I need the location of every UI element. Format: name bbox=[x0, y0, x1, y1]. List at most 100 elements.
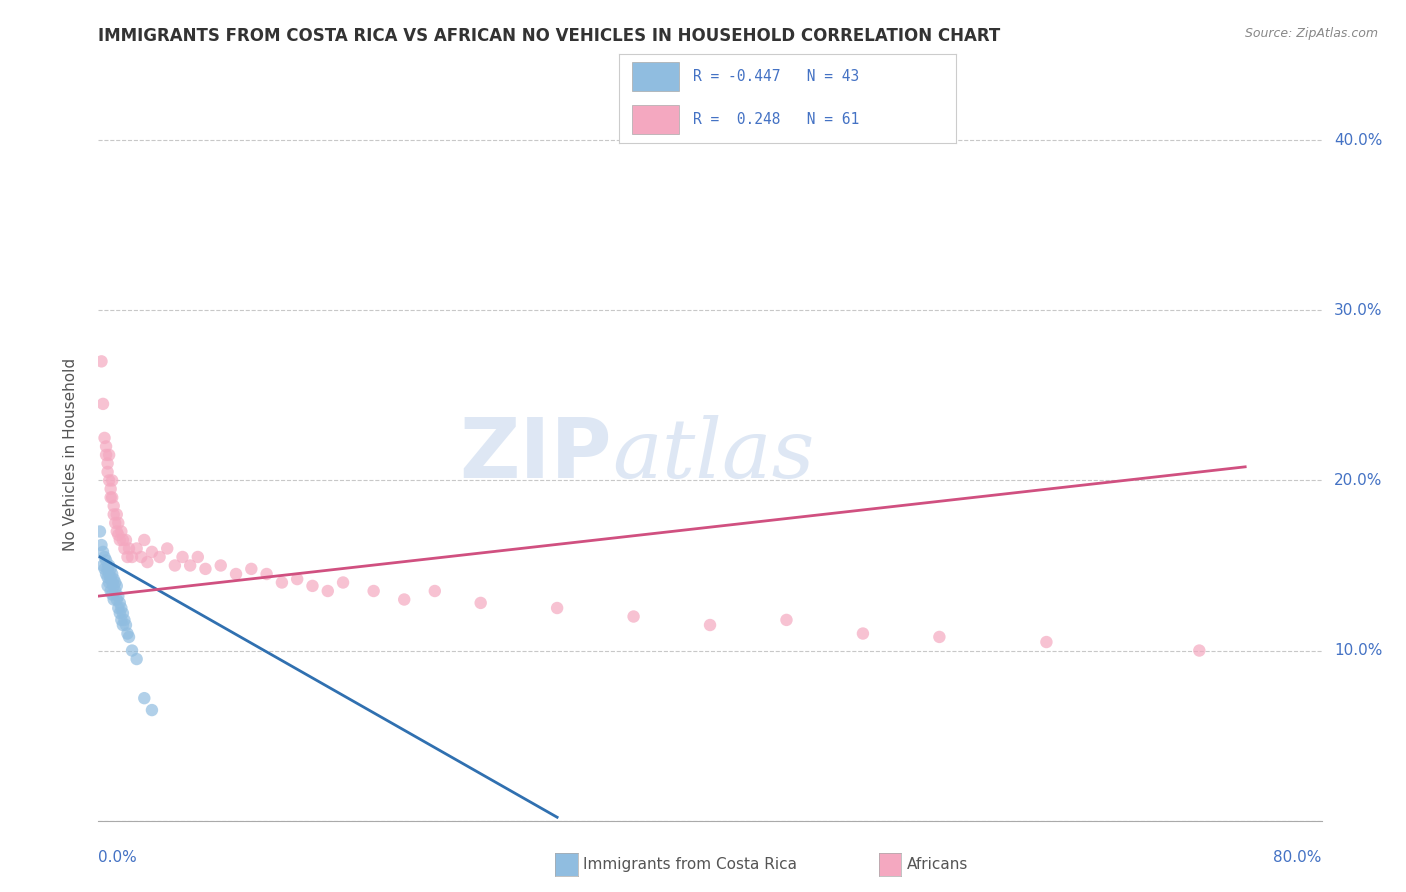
Point bbox=[775, 613, 797, 627]
Point bbox=[100, 584, 122, 599]
Point bbox=[117, 549, 139, 564]
Y-axis label: No Vehicles in Household: No Vehicles in Household bbox=[63, 359, 77, 551]
Point bbox=[100, 482, 122, 496]
Point bbox=[108, 533, 131, 547]
Point bbox=[89, 524, 111, 539]
Point bbox=[101, 566, 124, 581]
Point bbox=[141, 545, 163, 559]
Text: 0.0%: 0.0% bbox=[98, 850, 138, 865]
Point bbox=[194, 562, 217, 576]
Point bbox=[115, 533, 138, 547]
Point bbox=[209, 558, 232, 573]
FancyBboxPatch shape bbox=[633, 62, 679, 91]
Point bbox=[111, 618, 134, 632]
Point bbox=[470, 596, 492, 610]
Point bbox=[103, 572, 125, 586]
Point bbox=[112, 613, 135, 627]
Point bbox=[134, 691, 156, 706]
Point bbox=[699, 618, 721, 632]
Point bbox=[172, 549, 194, 564]
Point bbox=[98, 575, 121, 590]
Text: IMMIGRANTS FROM COSTA RICA VS AFRICAN NO VEHICLES IN HOUSEHOLD CORRELATION CHART: IMMIGRANTS FROM COSTA RICA VS AFRICAN NO… bbox=[98, 27, 1001, 45]
Point bbox=[103, 499, 125, 513]
Point bbox=[103, 508, 125, 522]
Point bbox=[256, 566, 278, 581]
Point bbox=[121, 549, 143, 564]
Point bbox=[240, 562, 263, 576]
Point bbox=[121, 643, 143, 657]
Point bbox=[149, 549, 172, 564]
Point bbox=[179, 558, 201, 573]
FancyBboxPatch shape bbox=[633, 105, 679, 134]
Text: 30.0%: 30.0% bbox=[1334, 302, 1382, 318]
Text: 40.0%: 40.0% bbox=[1334, 133, 1382, 148]
Point bbox=[108, 596, 131, 610]
Point bbox=[163, 558, 186, 573]
Point bbox=[91, 397, 114, 411]
Point bbox=[94, 448, 117, 462]
Point bbox=[225, 566, 247, 581]
Point bbox=[332, 575, 354, 590]
Point bbox=[100, 491, 122, 505]
Point bbox=[93, 562, 115, 576]
Text: Immigrants from Costa Rica: Immigrants from Costa Rica bbox=[583, 857, 797, 871]
Point bbox=[108, 606, 131, 620]
Point bbox=[105, 524, 128, 539]
Point bbox=[98, 474, 121, 488]
Point bbox=[852, 626, 875, 640]
Point bbox=[141, 703, 163, 717]
Point bbox=[118, 630, 141, 644]
Point bbox=[125, 652, 148, 666]
Point bbox=[928, 630, 950, 644]
Point bbox=[363, 584, 385, 599]
Point bbox=[105, 508, 128, 522]
Point bbox=[103, 592, 125, 607]
Point bbox=[97, 570, 120, 584]
Point bbox=[98, 566, 121, 581]
Point bbox=[100, 570, 122, 584]
Text: 80.0%: 80.0% bbox=[1274, 850, 1322, 865]
Point bbox=[285, 572, 308, 586]
Point bbox=[107, 601, 129, 615]
Point bbox=[93, 431, 115, 445]
Point bbox=[101, 491, 124, 505]
Point bbox=[115, 618, 138, 632]
Point bbox=[1035, 635, 1057, 649]
Point bbox=[97, 457, 120, 471]
Point bbox=[91, 545, 114, 559]
Point bbox=[90, 354, 112, 368]
Text: R = -0.447   N = 43: R = -0.447 N = 43 bbox=[693, 70, 859, 84]
Point bbox=[97, 562, 120, 576]
Text: Africans: Africans bbox=[907, 857, 969, 871]
Point bbox=[316, 584, 339, 599]
Point bbox=[94, 566, 117, 581]
Point bbox=[136, 555, 159, 569]
Point bbox=[392, 592, 416, 607]
Point bbox=[105, 579, 128, 593]
Point bbox=[623, 609, 645, 624]
Point bbox=[111, 533, 134, 547]
Point bbox=[110, 613, 132, 627]
Point bbox=[117, 626, 139, 640]
Point bbox=[270, 575, 292, 590]
Point bbox=[94, 553, 117, 567]
Point bbox=[103, 579, 125, 593]
Point bbox=[97, 465, 120, 479]
Point bbox=[101, 474, 124, 488]
Point bbox=[187, 549, 209, 564]
Point bbox=[104, 575, 127, 590]
Point bbox=[105, 592, 128, 607]
Point bbox=[91, 558, 114, 573]
Point bbox=[301, 579, 323, 593]
Point bbox=[1188, 643, 1211, 657]
Text: atlas: atlas bbox=[612, 415, 814, 495]
Text: R =  0.248   N = 61: R = 0.248 N = 61 bbox=[693, 112, 859, 127]
Point bbox=[97, 579, 120, 593]
Point bbox=[546, 601, 568, 615]
Point bbox=[98, 558, 121, 573]
Point bbox=[125, 541, 148, 556]
Point bbox=[93, 549, 115, 564]
Point bbox=[156, 541, 179, 556]
Point bbox=[101, 575, 124, 590]
Point bbox=[104, 516, 127, 530]
